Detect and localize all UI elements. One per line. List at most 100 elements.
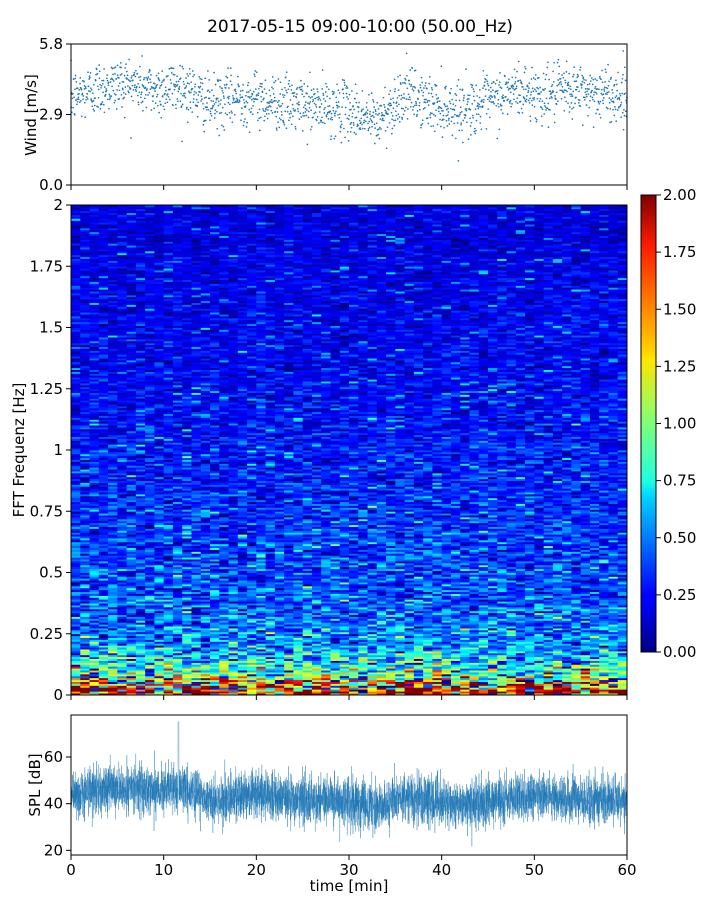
spectrogram-cell [367,616,378,619]
spectrogram-cell [349,666,359,669]
spectrogram-cell [228,616,239,619]
spectrogram-cell [219,633,229,637]
wind-point [283,94,286,97]
spectrogram-cell [172,652,183,656]
wind-point [565,71,568,73]
wind-point [342,92,345,95]
wind-point [101,82,104,85]
spectrogram-cell [562,683,572,686]
spectrogram-cell [450,662,461,665]
wind-point [581,83,583,86]
spectrogram-cell [274,654,285,658]
spectrogram-cell [200,605,211,608]
spectrogram-cell [237,681,248,684]
wind-point [354,83,357,86]
wind-point [560,83,563,86]
spectrogram-cell [423,606,433,610]
wind-point [142,86,145,88]
spectrogram-cell [515,647,526,650]
spectrogram-cell [506,650,517,654]
spectrogram-cell [488,691,498,694]
spectrogram-cell [450,687,461,690]
wind-point [195,92,198,94]
spectrogram-cell [376,664,387,667]
spectrogram-cell [552,628,563,631]
spectrogram-cell [172,649,183,652]
spectrogram-cell [126,654,137,658]
spectrogram-cell [98,603,109,606]
wind-point [583,98,586,101]
wind-point [447,107,449,110]
wind-point [332,92,335,95]
spectrogram-cell [108,670,118,673]
spectrogram-cell [525,620,535,623]
spectrogram-cell [163,603,174,606]
spectrogram-cell [163,691,174,694]
wind-point [430,92,433,95]
wind-point [351,112,354,115]
spectrogram-cell [488,683,498,686]
wind-point [147,94,149,96]
wind-point [481,105,484,107]
spectrogram-cell [552,660,563,663]
spectrogram-cell [117,605,127,608]
wind-point [176,75,178,78]
wind-point [446,114,449,116]
spectrogram-cell [145,677,155,681]
spectrogram-cell [71,656,81,660]
spectrogram-cell [441,693,452,696]
spectrogram-cell [191,693,202,696]
wind-point [273,96,276,99]
spectrogram-cell [145,666,155,669]
spectrogram-cell [432,666,443,669]
spectrogram-cell [163,681,174,684]
spectrogram-cell [386,620,396,623]
spectrogram-cell [247,649,257,652]
wind-point [469,117,471,120]
spectrogram-cell [265,618,276,621]
wind-point [241,107,243,109]
spectrogram-cell [265,603,276,606]
spectrogram-cell [571,633,582,637]
spectrogram-cell [80,633,90,637]
spectrogram-cell [441,654,452,658]
wind-point [308,95,310,98]
spectrogram-cell [349,643,359,646]
wind-point [211,89,213,91]
wind-point [373,116,375,118]
spectrogram-cell [469,614,480,617]
spectrogram-cell [247,677,257,681]
spectrogram-cell [441,606,452,610]
spectrogram-cell [617,608,628,612]
wind-point [594,78,597,80]
wind-point [428,82,431,85]
spectrogram-cell [339,628,350,631]
spectrogram-cell [534,679,544,682]
spectrogram-cell [247,626,257,629]
spectrogram-cell [460,672,470,675]
spectrogram-cell [219,658,229,661]
wind-point [238,100,241,103]
wind-point [350,108,352,111]
spectrogram-cell [339,605,350,608]
spectrogram-cell [534,645,544,648]
wind-point [287,105,289,108]
wind-point [83,80,85,83]
spectrogram-cell [571,620,582,623]
wind-point [408,96,411,98]
wind-point [310,89,313,91]
spectrogram-cell [460,689,470,692]
spectrogram-cell [117,639,127,642]
wind-point [440,107,443,110]
spectrogram-cell [608,622,619,625]
wind-point [597,101,600,104]
wind-point [458,113,461,116]
spectrogram-cell [571,693,582,696]
wind-point [420,126,422,129]
spectrogram-cell [172,689,183,692]
wind-point [343,79,346,82]
spectrogram-cell [191,629,202,633]
wind-point [234,90,237,93]
wind-point [542,72,545,75]
spectrogram-cell [580,645,591,648]
